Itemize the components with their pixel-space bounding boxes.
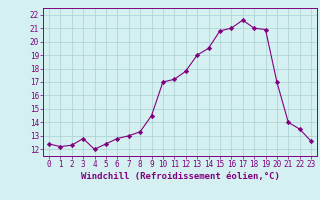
X-axis label: Windchill (Refroidissement éolien,°C): Windchill (Refroidissement éolien,°C) [81,172,279,181]
